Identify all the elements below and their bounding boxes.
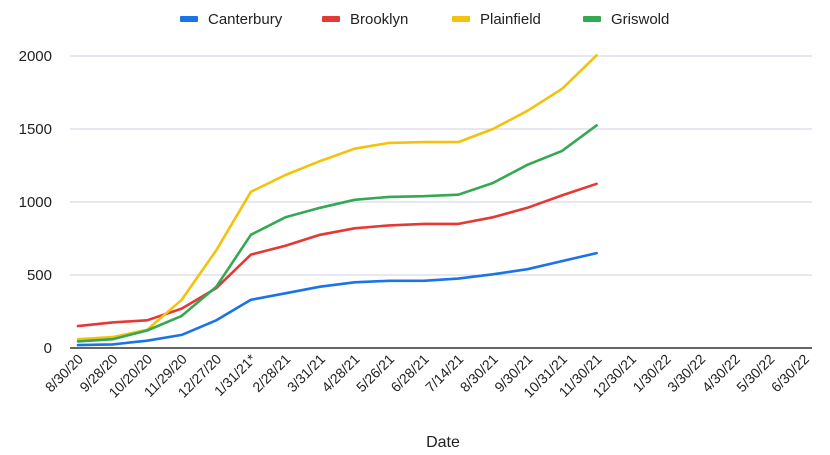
legend-swatch-brooklyn xyxy=(322,16,340,22)
legend-label-plainfield: Plainfield xyxy=(480,11,541,28)
x-axis-title: Date xyxy=(426,434,460,451)
y-tick-label: 2000 xyxy=(19,48,52,65)
legend-swatch-canterbury xyxy=(180,16,198,22)
y-axis-ticks: 0 500 1000 1500 2000 xyxy=(19,48,52,357)
series-line-canterbury xyxy=(76,251,598,347)
x-axis-ticks: 8/30/209/28/2010/20/2011/29/2012/27/201/… xyxy=(42,350,812,400)
legend-label-brooklyn: Brooklyn xyxy=(350,11,408,28)
series-lines xyxy=(76,54,598,347)
x-tick-label: 6/30/22 xyxy=(768,351,812,395)
grid-lines xyxy=(70,55,812,349)
y-tick-label: 0 xyxy=(44,340,52,357)
legend-label-griswold: Griswold xyxy=(611,11,669,28)
y-tick-label: 500 xyxy=(27,267,52,284)
legend-label-canterbury: Canterbury xyxy=(208,11,283,28)
legend-swatch-plainfield xyxy=(452,16,470,22)
legend: Canterbury Brooklyn Plainfield Griswold xyxy=(180,11,669,28)
series-line-brooklyn xyxy=(76,182,598,328)
y-tick-label: 1000 xyxy=(19,194,52,211)
legend-swatch-griswold xyxy=(583,16,601,22)
series-line-griswold xyxy=(76,124,598,343)
y-tick-label: 1500 xyxy=(19,121,52,138)
series-line-plainfield xyxy=(76,54,598,341)
